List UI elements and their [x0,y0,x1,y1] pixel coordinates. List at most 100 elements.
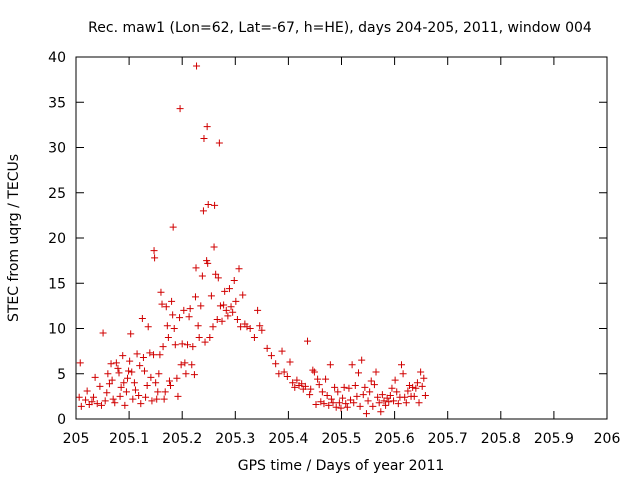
data-point [169,311,177,319]
data-point [180,306,188,314]
data-point [192,264,200,272]
data-point [291,383,299,391]
data-point [246,325,254,332]
data-point [263,344,271,352]
x-tick-label: 206 [594,431,621,447]
data-point [124,374,132,382]
data-point [382,401,390,409]
data-point [374,393,382,401]
data-point [339,394,347,402]
data-point [197,302,205,310]
data-point [280,368,288,376]
data-point [230,277,238,285]
data-point [212,270,220,278]
data-point [332,403,340,411]
y-tick-label: 5 [57,367,66,383]
data-point [211,201,219,209]
data-point [412,384,420,392]
y-tick-label: 0 [57,412,66,428]
data-point [209,323,217,331]
data-point [210,243,218,251]
data-point [366,388,374,396]
data-point [421,391,429,399]
data-point [109,395,117,403]
data-point [117,383,125,391]
data-point [131,386,139,394]
data-point [128,368,136,376]
x-tick-label: 205 [63,431,90,447]
y-tick-label: 10 [48,322,66,338]
data-point [136,362,144,370]
data-point [301,382,309,390]
data-point [320,400,328,408]
data-point [90,393,98,401]
data-point [103,389,111,397]
data-point [342,400,350,408]
data-point [148,397,156,405]
data-point [143,382,151,390]
data-point [329,399,337,407]
data-point [275,370,283,378]
data-point [418,382,426,390]
data-point [258,326,266,334]
data-point [130,379,138,387]
data-point [176,314,184,322]
data-point [278,347,286,355]
data-point [76,359,84,367]
data-point [93,400,101,408]
data-point [335,399,343,407]
y-tick-label: 15 [48,276,66,292]
data-point [312,401,320,409]
data-point [413,379,421,387]
data-point [186,305,194,313]
data-point [126,357,134,365]
data-point [82,396,90,404]
data-point [309,366,317,374]
data-point [420,374,428,382]
data-point [293,376,301,384]
data-point [122,388,130,396]
data-point [256,322,264,330]
data-point [326,361,334,369]
data-point [167,382,175,390]
chart-title: Rec. maw1 (Lon=62, Lat=-67, h=HE), days … [88,20,592,36]
data-point [181,359,189,367]
data-point [190,371,198,379]
data-point [99,329,107,337]
data-point [322,375,330,383]
data-point [201,338,209,346]
y-tick-label: 35 [48,95,66,111]
data-point [404,387,412,395]
data-point [104,370,112,378]
data-point [173,374,181,382]
data-point [327,395,335,403]
data-point [345,384,353,392]
data-point [195,334,203,342]
data-point [207,292,215,300]
data-point [283,372,291,380]
data-point [97,401,105,409]
data-point [315,381,323,389]
data-point [370,381,378,389]
y-tick-label: 25 [48,186,66,202]
data-point [317,398,325,406]
data-point [159,343,167,351]
data-point [224,312,232,320]
data-point [150,247,158,255]
data-point [402,399,410,407]
data-point [216,302,224,310]
data-point [254,306,262,314]
data-point [140,367,148,375]
data-point [364,397,372,405]
data-point [142,393,150,401]
data-point [214,274,222,282]
data-point [318,388,326,396]
data-point [417,368,425,376]
data-point [369,402,377,410]
data-point [405,382,413,390]
data-point [343,403,351,411]
data-point [220,301,228,309]
data-point [243,323,251,331]
data-point [390,397,398,405]
data-point [156,351,164,359]
